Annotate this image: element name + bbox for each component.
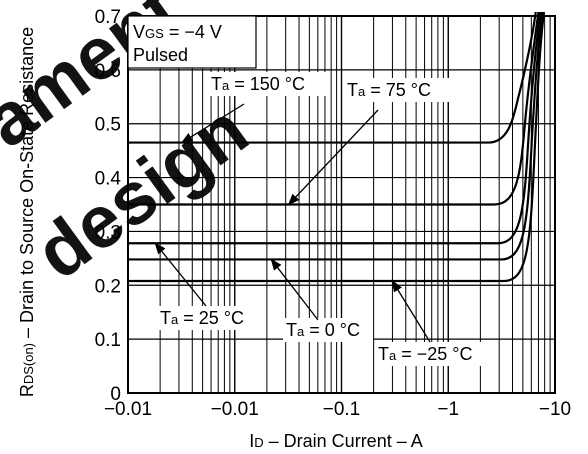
series-arrow	[154, 242, 207, 307]
pulsed-condition: Pulsed	[133, 45, 188, 65]
series-line	[128, 11, 542, 245]
series-label: Ta = 75 °C	[347, 80, 431, 100]
series-label: Ta = 0 °C	[286, 320, 360, 340]
series-line	[128, 11, 546, 283]
y-tick-label: 0.6	[95, 61, 121, 82]
y-tick-label: 0.2	[95, 276, 121, 297]
conditions-box: VGS = −4 V Pulsed	[127, 15, 257, 69]
series-label-bg	[283, 318, 373, 342]
x-tick-label: −0.1	[323, 399, 361, 420]
series-arrow	[287, 109, 379, 206]
series-arrow	[270, 258, 319, 321]
series-label-bg	[375, 342, 493, 366]
y-tick-label: 0.7	[95, 7, 121, 28]
x-axis-label: ID – Drain Current – A	[249, 431, 422, 451]
x-tick-label: −1	[437, 399, 459, 420]
series-label: Ta = −25 °C	[378, 344, 472, 364]
x-tick-label: −0.01	[104, 399, 152, 420]
series-label: Ta = 150 °C	[211, 74, 305, 94]
vgs-condition: VGS = −4 V	[133, 22, 222, 42]
y-tick-label: 0.4	[95, 169, 122, 190]
y-tick-label: 0	[110, 384, 121, 405]
series-line	[128, 11, 544, 261]
plot-frame	[127, 15, 556, 394]
series-label-bg	[157, 306, 259, 330]
tick-labels: −0.01 −0.01 −0.1 −1 −10 0 0.1 0.2 0.3 0.4 0.5 0.6 0.…	[95, 7, 572, 420]
y-tick-label: 0.3	[95, 222, 121, 243]
annotations: Ta = 150 °C Ta = 75 °C Ta = 25 °C Ta = 0 °C…	[154, 72, 493, 366]
x-tick-label: −10	[539, 399, 571, 420]
series-label-bg	[344, 78, 449, 102]
y-tick-label: 0.5	[95, 115, 121, 136]
series-label: Ta = 25 °C	[160, 308, 244, 328]
series-label-bg	[208, 72, 328, 96]
curves	[128, 11, 546, 283]
series-line	[128, 11, 537, 144]
series-arrow	[180, 103, 245, 144]
series-line	[128, 11, 540, 206]
y-tick-label: 0.1	[95, 330, 121, 351]
x-tick-label: −0.01	[211, 399, 259, 420]
y-axis-label: RDS(on) – Drain to Source On-State Resis…	[17, 27, 37, 397]
series-arrow	[391, 279, 431, 343]
